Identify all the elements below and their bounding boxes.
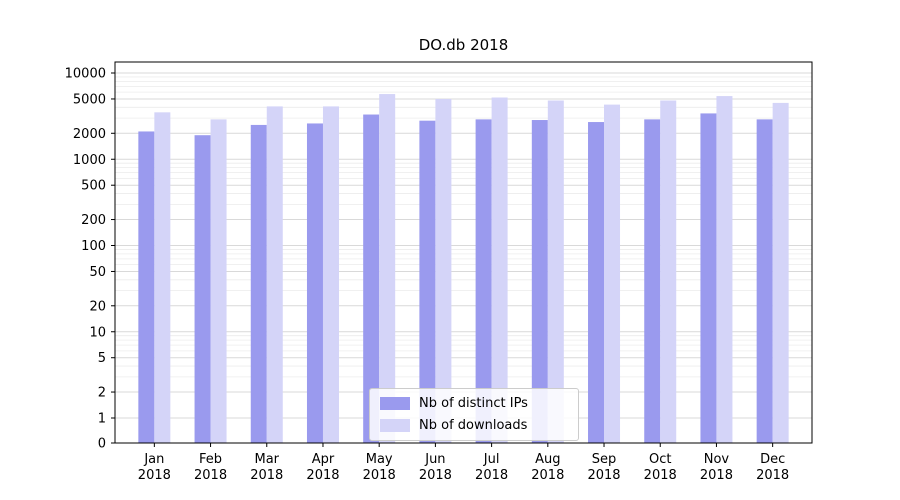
y-tick-label: 50: [89, 265, 106, 280]
bar-mar-downloads: [266, 106, 283, 443]
x-tick-label: Mar 2018: [250, 452, 283, 483]
x-tick-label: May 2018: [363, 452, 396, 483]
y-tick-label: 10000: [65, 67, 106, 82]
bar-apr-ips: [306, 123, 323, 443]
bar-nov-downloads: [716, 96, 733, 443]
x-tick-label: Dec 2018: [756, 452, 789, 483]
x-tick-label: Oct 2018: [644, 452, 677, 483]
y-tick-label: 100: [81, 239, 106, 254]
legend: Nb of distinct IPs Nb of downloads: [369, 388, 579, 441]
x-tick-label: Aug 2018: [531, 452, 564, 483]
bar-jan-downloads: [154, 112, 171, 444]
bar-may-downloads: [379, 94, 396, 444]
legend-item-distinct-ips: Nb of distinct IPs: [380, 396, 568, 411]
bar-jul-ips: [475, 119, 492, 444]
y-tick-label: 500: [81, 179, 106, 194]
legend-swatch-distinct-ips: [380, 397, 410, 410]
plot-border: [114, 61, 813, 444]
bar-dec-downloads: [772, 102, 789, 443]
legend-swatch-downloads: [380, 419, 410, 432]
bar-aug-downloads: [547, 100, 564, 443]
bar-jun-ips: [419, 120, 436, 443]
bar-sep-downloads: [604, 104, 621, 443]
y-tick-label: 1000: [73, 153, 106, 168]
bar-mar-ips: [250, 124, 267, 443]
bar-jul-downloads: [491, 97, 508, 443]
y-tick-label: 20: [89, 299, 106, 314]
y-tick-label: 5: [98, 351, 106, 366]
bar-jan-ips: [138, 131, 155, 443]
y-tick-label: 1: [98, 412, 106, 427]
y-tick-label: 2000: [73, 127, 106, 142]
bar-aug-ips: [531, 120, 548, 444]
y-tick-label: 5000: [73, 92, 106, 107]
y-tick-label: 10: [89, 325, 106, 340]
bar-nov-ips: [700, 113, 717, 443]
x-tick-label: Jan 2018: [138, 452, 171, 483]
legend-label-downloads: Nb of downloads: [419, 418, 528, 433]
bar-dec-ips: [756, 119, 773, 444]
bar-apr-downloads: [322, 106, 339, 443]
x-tick-label: Nov 2018: [700, 452, 733, 483]
y-tick-label: 200: [81, 213, 106, 228]
x-tick-label: Jun 2018: [419, 452, 452, 483]
x-tick-label: Apr 2018: [306, 452, 339, 483]
x-tick-label: Feb 2018: [194, 452, 227, 483]
legend-label-distinct-ips: Nb of distinct IPs: [419, 396, 528, 411]
y-tick-label: 2: [98, 386, 106, 401]
bar-oct-downloads: [660, 100, 677, 443]
bar-feb-ips: [194, 135, 211, 443]
bar-may-ips: [363, 114, 380, 444]
y-tick-label: 0: [98, 437, 106, 452]
bar-feb-downloads: [210, 119, 227, 444]
chart-title: DO.db 2018: [418, 36, 509, 54]
bar-jun-downloads: [435, 98, 452, 443]
legend-item-downloads: Nb of downloads: [380, 418, 568, 433]
x-tick-label: Jul 2018: [475, 452, 508, 483]
x-tick-label: Sep 2018: [587, 452, 620, 483]
bar-sep-ips: [588, 122, 605, 444]
bar-oct-ips: [644, 119, 661, 444]
